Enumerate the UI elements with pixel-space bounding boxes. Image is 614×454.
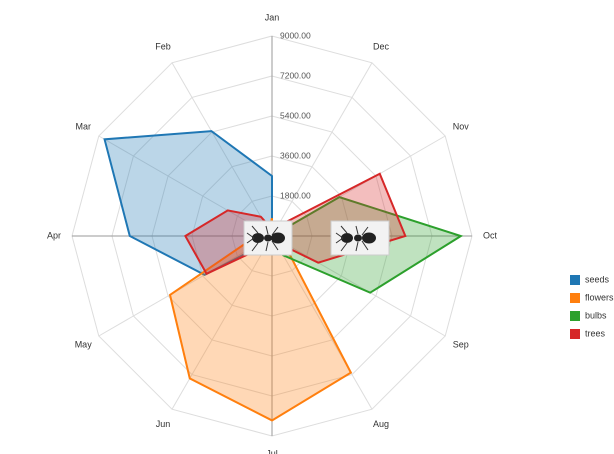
category-label: Apr <box>47 230 61 240</box>
ant-icon <box>243 220 293 256</box>
ant-legs <box>335 225 369 252</box>
legend-label: trees <box>585 328 606 338</box>
legend-label: flowers <box>585 292 614 302</box>
spoke <box>271 62 373 237</box>
category-label: Dec <box>373 42 390 52</box>
category-label: Jun <box>156 419 171 429</box>
legend-swatch <box>570 293 580 303</box>
ant-body <box>264 234 272 242</box>
category-label: Mar <box>75 121 91 131</box>
spoke <box>171 62 273 237</box>
ant-body <box>271 232 285 244</box>
category-label: Sep <box>453 339 469 349</box>
y-tick-label: 1800.00 <box>280 190 311 200</box>
category-label: Feb <box>155 42 171 52</box>
ant-legs <box>246 225 279 252</box>
legend-label: bulbs <box>585 310 607 320</box>
y-tick-label: 3600.00 <box>280 150 311 160</box>
legend-label: seeds <box>585 274 610 284</box>
legend-swatch <box>570 311 580 321</box>
category-label: Aug <box>373 419 389 429</box>
y-tick-label: 7200.00 <box>280 70 311 80</box>
icon-frame <box>330 220 390 256</box>
spoke <box>271 235 373 410</box>
spoke <box>98 235 273 337</box>
category-label: Jan <box>265 12 280 22</box>
category-label: Jul <box>266 448 278 454</box>
areas <box>103 130 464 422</box>
legend: seeds flowers bulbs trees <box>570 274 614 339</box>
y-tick-label: 9000.00 <box>280 30 311 40</box>
ant-body <box>362 232 376 244</box>
ant-body <box>252 233 264 243</box>
legend-swatch <box>570 329 580 339</box>
ant-body <box>354 234 362 242</box>
spoke <box>171 235 273 410</box>
legend-swatch <box>570 275 580 285</box>
category-label: Nov <box>453 121 470 131</box>
category-label: May <box>75 339 93 349</box>
y-tick-label: 5400.00 <box>280 110 311 120</box>
ant-body <box>341 233 353 243</box>
ant-icon <box>330 220 390 256</box>
spoke <box>271 235 446 337</box>
spoke <box>98 135 273 237</box>
category-label: Oct <box>483 230 498 240</box>
